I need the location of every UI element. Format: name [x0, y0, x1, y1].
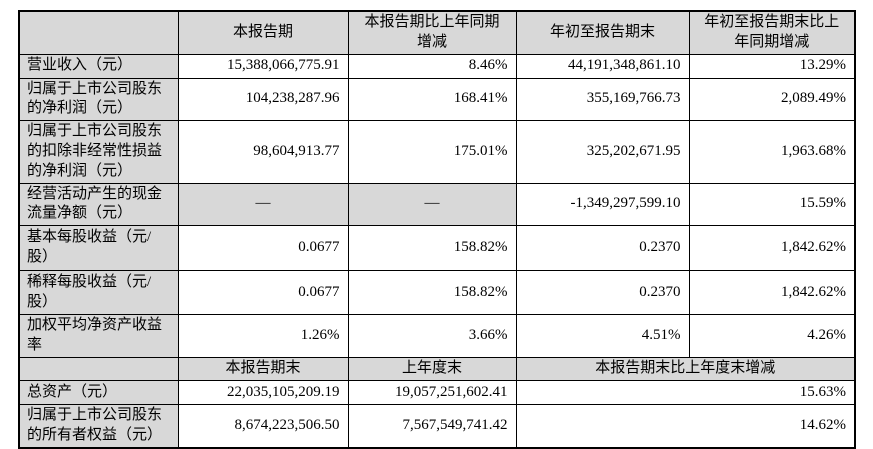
diluted-eps-ytd-value: 0.2370 — [515, 270, 690, 316]
row-label-net-profit: 归属于上市公司股东 的净利润（元） — [18, 77, 179, 122]
header-row-period-end: 本报告期末 上年度末 本报告期末比上年度末增减 — [18, 357, 856, 382]
total-assets-prev-value: 19,057,251,602.41 — [347, 380, 517, 406]
key-accounting-data-table: 本报告期 本报告期比上年同期 增减 年初至报告期末 年初至报告期末比上 年同期增… — [18, 10, 856, 449]
basic-eps-ytd-value: 0.2370 — [515, 225, 690, 272]
basic-eps-current-value: 0.0677 — [177, 225, 349, 272]
table-row-diluted-eps: 稀释每股收益（元/ 股） 0.0677 158.82% 0.2370 1,842… — [18, 270, 856, 316]
header-period-end: 本报告期末 — [177, 357, 349, 382]
table-row-owners-equity: 归属于上市公司股东 的所有者权益（元） 8,674,223,506.50 7,5… — [18, 404, 856, 449]
header-blank-cell — [18, 10, 179, 55]
table-row-basic-eps: 基本每股收益（元/ 股） 0.0677 158.82% 0.2370 1,842… — [18, 225, 856, 272]
owners-equity-prev-value: 7,567,549,741.42 — [347, 404, 517, 449]
row-label-diluted-eps: 稀释每股收益（元/ 股） — [18, 270, 179, 316]
row-label-revenue: 营业收入（元） — [18, 53, 179, 79]
header-row-current: 本报告期 本报告期比上年同期 增减 年初至报告期末 年初至报告期末比上 年同期增… — [18, 10, 856, 55]
cash-flow-ytd-value: -1,349,297,599.10 — [515, 182, 690, 227]
row-label-total-assets: 总资产（元） — [18, 380, 179, 406]
deducted-net-profit-ytd-yoy-value: 1,963.68% — [688, 120, 856, 184]
row-label-basic-eps: 基本每股收益（元/ 股） — [18, 225, 179, 272]
deducted-net-profit-current-value: 98,604,913.77 — [177, 120, 349, 184]
revenue-ytd-yoy-value: 13.29% — [688, 53, 856, 79]
owners-equity-end-value: 8,674,223,506.50 — [177, 404, 349, 449]
net-profit-current-value: 104,238,287.96 — [177, 77, 349, 122]
row-label-owners-equity: 归属于上市公司股东 的所有者权益（元） — [18, 404, 179, 449]
cash-flow-yoy-dash: — — [347, 182, 517, 227]
roe-ytd-value: 4.51% — [515, 314, 690, 359]
table-row-revenue: 营业收入（元） 15,388,066,775.91 8.46% 44,191,3… — [18, 53, 856, 79]
revenue-current-value: 15,388,066,775.91 — [177, 53, 349, 79]
net-profit-yoy-value: 168.41% — [347, 77, 517, 122]
roe-yoy-value: 3.66% — [347, 314, 517, 359]
total-assets-change-value: 15.63% — [515, 380, 856, 406]
roe-ytd-yoy-value: 4.26% — [688, 314, 856, 359]
basic-eps-ytd-yoy-value: 1,842.62% — [688, 225, 856, 272]
header-blank-cell-2 — [18, 357, 179, 382]
table-row-operating-cash-flow: 经营活动产生的现金 流量净额（元） — — -1,349,297,599.10 … — [18, 182, 856, 227]
financial-summary-section: 本报告期 本报告期比上年同期 增减 年初至报告期末 年初至报告期末比上 年同期增… — [18, 10, 873, 449]
roe-current-value: 1.26% — [177, 314, 349, 359]
deducted-net-profit-yoy-value: 175.01% — [347, 120, 517, 184]
header-ytd-yoy-change: 年初至报告期末比上 年同期增减 — [688, 10, 856, 55]
revenue-ytd-value: 44,191,348,861.10 — [515, 53, 690, 79]
table-row-weighted-avg-roe: 加权平均净资产收益 率 1.26% 3.66% 4.51% 4.26% — [18, 314, 856, 359]
revenue-yoy-value: 8.46% — [347, 53, 517, 79]
deducted-net-profit-ytd-value: 325,202,671.95 — [515, 120, 690, 184]
row-label-deducted-net-profit: 归属于上市公司股东 的扣除非经常性损益 的净利润（元） — [18, 120, 179, 184]
net-profit-ytd-yoy-value: 2,089.49% — [688, 77, 856, 122]
owners-equity-change-value: 14.62% — [515, 404, 856, 449]
header-current-period: 本报告期 — [177, 10, 349, 55]
diluted-eps-ytd-yoy-value: 1,842.62% — [688, 270, 856, 316]
table-row-deducted-net-profit: 归属于上市公司股东 的扣除非经常性损益 的净利润（元） 98,604,913.7… — [18, 120, 856, 184]
cash-flow-ytd-yoy-value: 15.59% — [688, 182, 856, 227]
header-prev-year-end: 上年度末 — [347, 357, 517, 382]
row-label-weighted-avg-roe: 加权平均净资产收益 率 — [18, 314, 179, 359]
table-row-net-profit: 归属于上市公司股东 的净利润（元） 104,238,287.96 168.41%… — [18, 77, 856, 122]
row-label-operating-cash-flow: 经营活动产生的现金 流量净额（元） — [18, 182, 179, 227]
table-row-total-assets: 总资产（元） 22,035,105,209.19 19,057,251,602.… — [18, 380, 856, 406]
cash-flow-current-dash: — — [177, 182, 349, 227]
net-profit-ytd-value: 355,169,766.73 — [515, 77, 690, 122]
diluted-eps-current-value: 0.0677 — [177, 270, 349, 316]
header-ytd: 年初至报告期末 — [515, 10, 690, 55]
header-yoy-change: 本报告期比上年同期 增减 — [347, 10, 517, 55]
basic-eps-yoy-value: 158.82% — [347, 225, 517, 272]
diluted-eps-yoy-value: 158.82% — [347, 270, 517, 316]
total-assets-end-value: 22,035,105,209.19 — [177, 380, 349, 406]
header-period-end-change: 本报告期末比上年度末增减 — [515, 357, 856, 382]
